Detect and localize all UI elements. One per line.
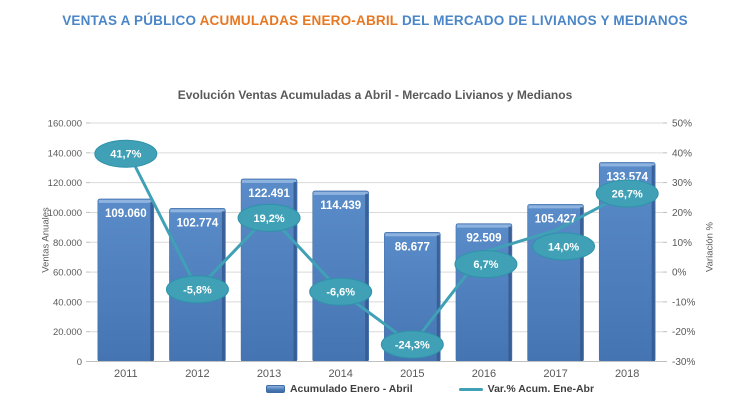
line-point-bubble — [454, 250, 518, 279]
line-point-label: 19,2% — [253, 213, 284, 225]
bar — [312, 190, 369, 362]
line-point-bubble — [237, 203, 301, 232]
legend-item-line: Var.% Acum. Ene-Abr — [458, 383, 595, 395]
page-title: VENTAS A PÚBLICO ACUMULADAS ENERO-ABRIL … — [0, 13, 750, 28]
legend-item-bars: Acumulado Enero - Abril — [265, 383, 413, 395]
bar-top-bevel — [385, 233, 440, 237]
page-title-part-1: VENTAS A PÚBLICO — [62, 13, 200, 28]
right-axis-tick-label: -20% — [672, 327, 695, 338]
line-point-label: 6,7% — [473, 259, 498, 271]
line-series-swatch-icon — [458, 387, 483, 391]
line-point-bubble — [94, 139, 158, 168]
bar-top-bevel — [170, 209, 225, 213]
bar — [97, 198, 155, 362]
left-axis-tick-label: 60.000 — [53, 268, 82, 279]
line-point-bubble — [532, 232, 596, 261]
bar-top-bevel — [600, 163, 655, 167]
legend-bar-label: Acumulado Enero - Abril — [289, 383, 413, 395]
line-point-label: -5,8% — [183, 284, 212, 296]
x-axis-label: 2017 — [543, 368, 567, 380]
bar-side-shadow — [651, 165, 655, 362]
right-axis-tick-label: 10% — [672, 238, 692, 249]
left-axis-tick-label: 40.000 — [53, 297, 82, 308]
line-point-bubble — [309, 277, 373, 306]
bar-top-bevel — [456, 224, 511, 228]
bar-side-shadow — [436, 235, 440, 362]
bar-value-label: 122.491 — [248, 188, 290, 200]
bar-side-shadow — [150, 201, 154, 362]
left-axis-tick-label: 140.000 — [48, 148, 82, 159]
x-axis-label: 2012 — [185, 368, 209, 380]
right-axis-tick-label: 30% — [672, 178, 692, 189]
bar-side-shadow — [365, 193, 369, 362]
x-axis-label: 2014 — [328, 368, 352, 380]
x-axis-label: 2011 — [114, 368, 138, 380]
left-axis-tick-label: 20.000 — [53, 327, 82, 338]
bar-side-shadow — [580, 207, 584, 362]
right-axis-tick-label: -10% — [672, 297, 695, 308]
bar-value-label: 114.439 — [320, 200, 361, 212]
legend-line-label: Var.% Acum. Ene-Abr — [487, 383, 595, 395]
right-axis-tick-label: -30% — [672, 357, 695, 368]
left-axis-tick-label: 0 — [77, 357, 82, 368]
bar-series-swatch-icon — [265, 385, 285, 393]
bar-top-bevel — [242, 179, 297, 183]
bar-side-shadow — [293, 181, 297, 362]
bar-top-bevel — [98, 199, 153, 203]
x-axis-label: 2018 — [615, 368, 639, 380]
line-point-label: 41,7% — [110, 149, 141, 161]
x-axis-label: 2015 — [400, 368, 424, 380]
line-point-bubble — [380, 330, 444, 359]
page-title-part-2: ACUMULADAS ENERO-ABRIL — [199, 13, 398, 28]
line-point-label: 14,0% — [548, 241, 579, 253]
right-axis-tick-label: 40% — [672, 148, 692, 159]
line-point-bubble — [595, 179, 659, 208]
line-point-label: 26,7% — [612, 188, 643, 200]
left-axis-tick-label: 160.000 — [48, 119, 82, 130]
line-point-label: -6,6% — [326, 287, 355, 299]
bar-value-label: 102.774 — [177, 217, 219, 229]
right-axis-tick-label: 0% — [672, 268, 687, 279]
bar-value-label: 105.427 — [535, 213, 577, 225]
bar-value-label: 86.677 — [395, 241, 430, 253]
line-point-bubble — [165, 275, 229, 304]
left-axis-tick-label: 120.000 — [48, 178, 82, 189]
chart-legend: Acumulado Enero - Abril Var.% Acum. Ene-… — [55, 383, 750, 395]
page-title-part-3: DEL MERCADO DE LIVIANOS Y MEDIANOS — [398, 13, 688, 28]
bar-side-shadow — [508, 226, 512, 362]
line-point-label: -24,3% — [395, 340, 430, 352]
left-axis-tick-label: 100.000 — [48, 208, 82, 219]
right-axis-tick-label: 50% — [672, 119, 692, 130]
right-axis-tick-label: 20% — [672, 208, 692, 219]
chart-title: Evolución Ventas Acumuladas a Abril - Me… — [177, 88, 573, 102]
x-axis-label: 2013 — [257, 368, 281, 380]
left-axis-tick-label: 80.000 — [53, 238, 82, 249]
bar-value-label: 92.509 — [466, 233, 501, 245]
bar — [527, 204, 584, 362]
bar-value-label: 109.060 — [105, 208, 147, 220]
bar-top-bevel — [528, 205, 583, 209]
bar-top-bevel — [313, 191, 368, 195]
x-axis-label: 2016 — [472, 368, 496, 380]
